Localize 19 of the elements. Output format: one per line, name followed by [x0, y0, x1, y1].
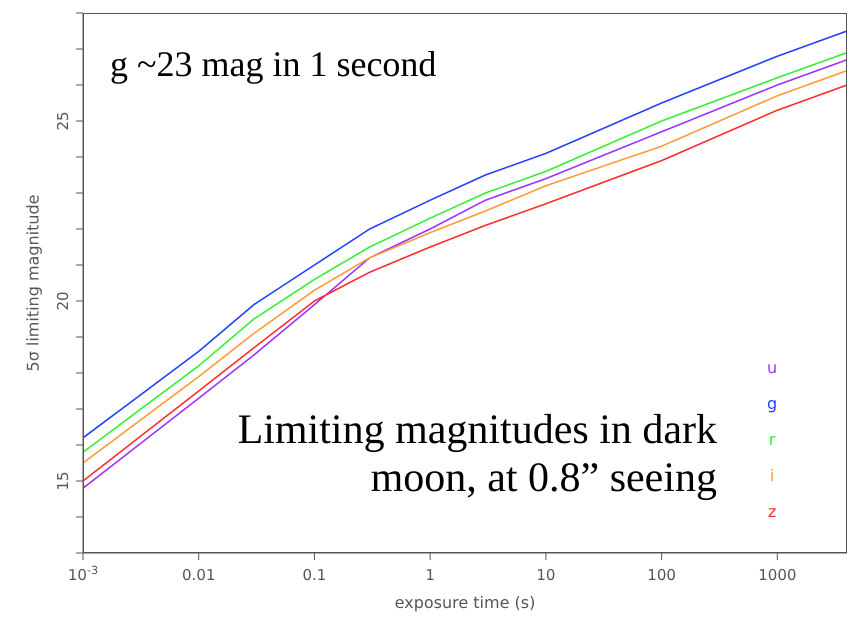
x-tick-label: 10 — [536, 566, 556, 584]
annotation: Limiting magnitudes in dark moon, at 0.8” seeing — [236, 406, 717, 503]
x-tick-label: 0.01 — [182, 566, 216, 584]
y-tick-label: 15 — [54, 471, 72, 491]
text: i — [770, 466, 774, 485]
y-tick-label: 20 — [54, 291, 72, 311]
x-tick-label: 1000 — [758, 566, 796, 584]
x-axis-title: exposure time (s) — [394, 593, 536, 612]
text: u — [767, 358, 778, 377]
text: z — [768, 502, 776, 521]
text: r — [768, 430, 776, 449]
x-tick-label: 1 — [425, 566, 435, 584]
annotation: g ~23 mag in 1 second — [110, 43, 436, 85]
x-tick-label: 10$^{-3}$ — [68, 564, 98, 584]
y-tick-label: 25 — [54, 111, 72, 131]
y-axis-title: 5σ limiting magnitude — [24, 194, 43, 372]
x-tick-label: 0.1 — [302, 566, 326, 584]
text: g — [767, 394, 778, 413]
x-tick-label: 100 — [647, 566, 676, 584]
